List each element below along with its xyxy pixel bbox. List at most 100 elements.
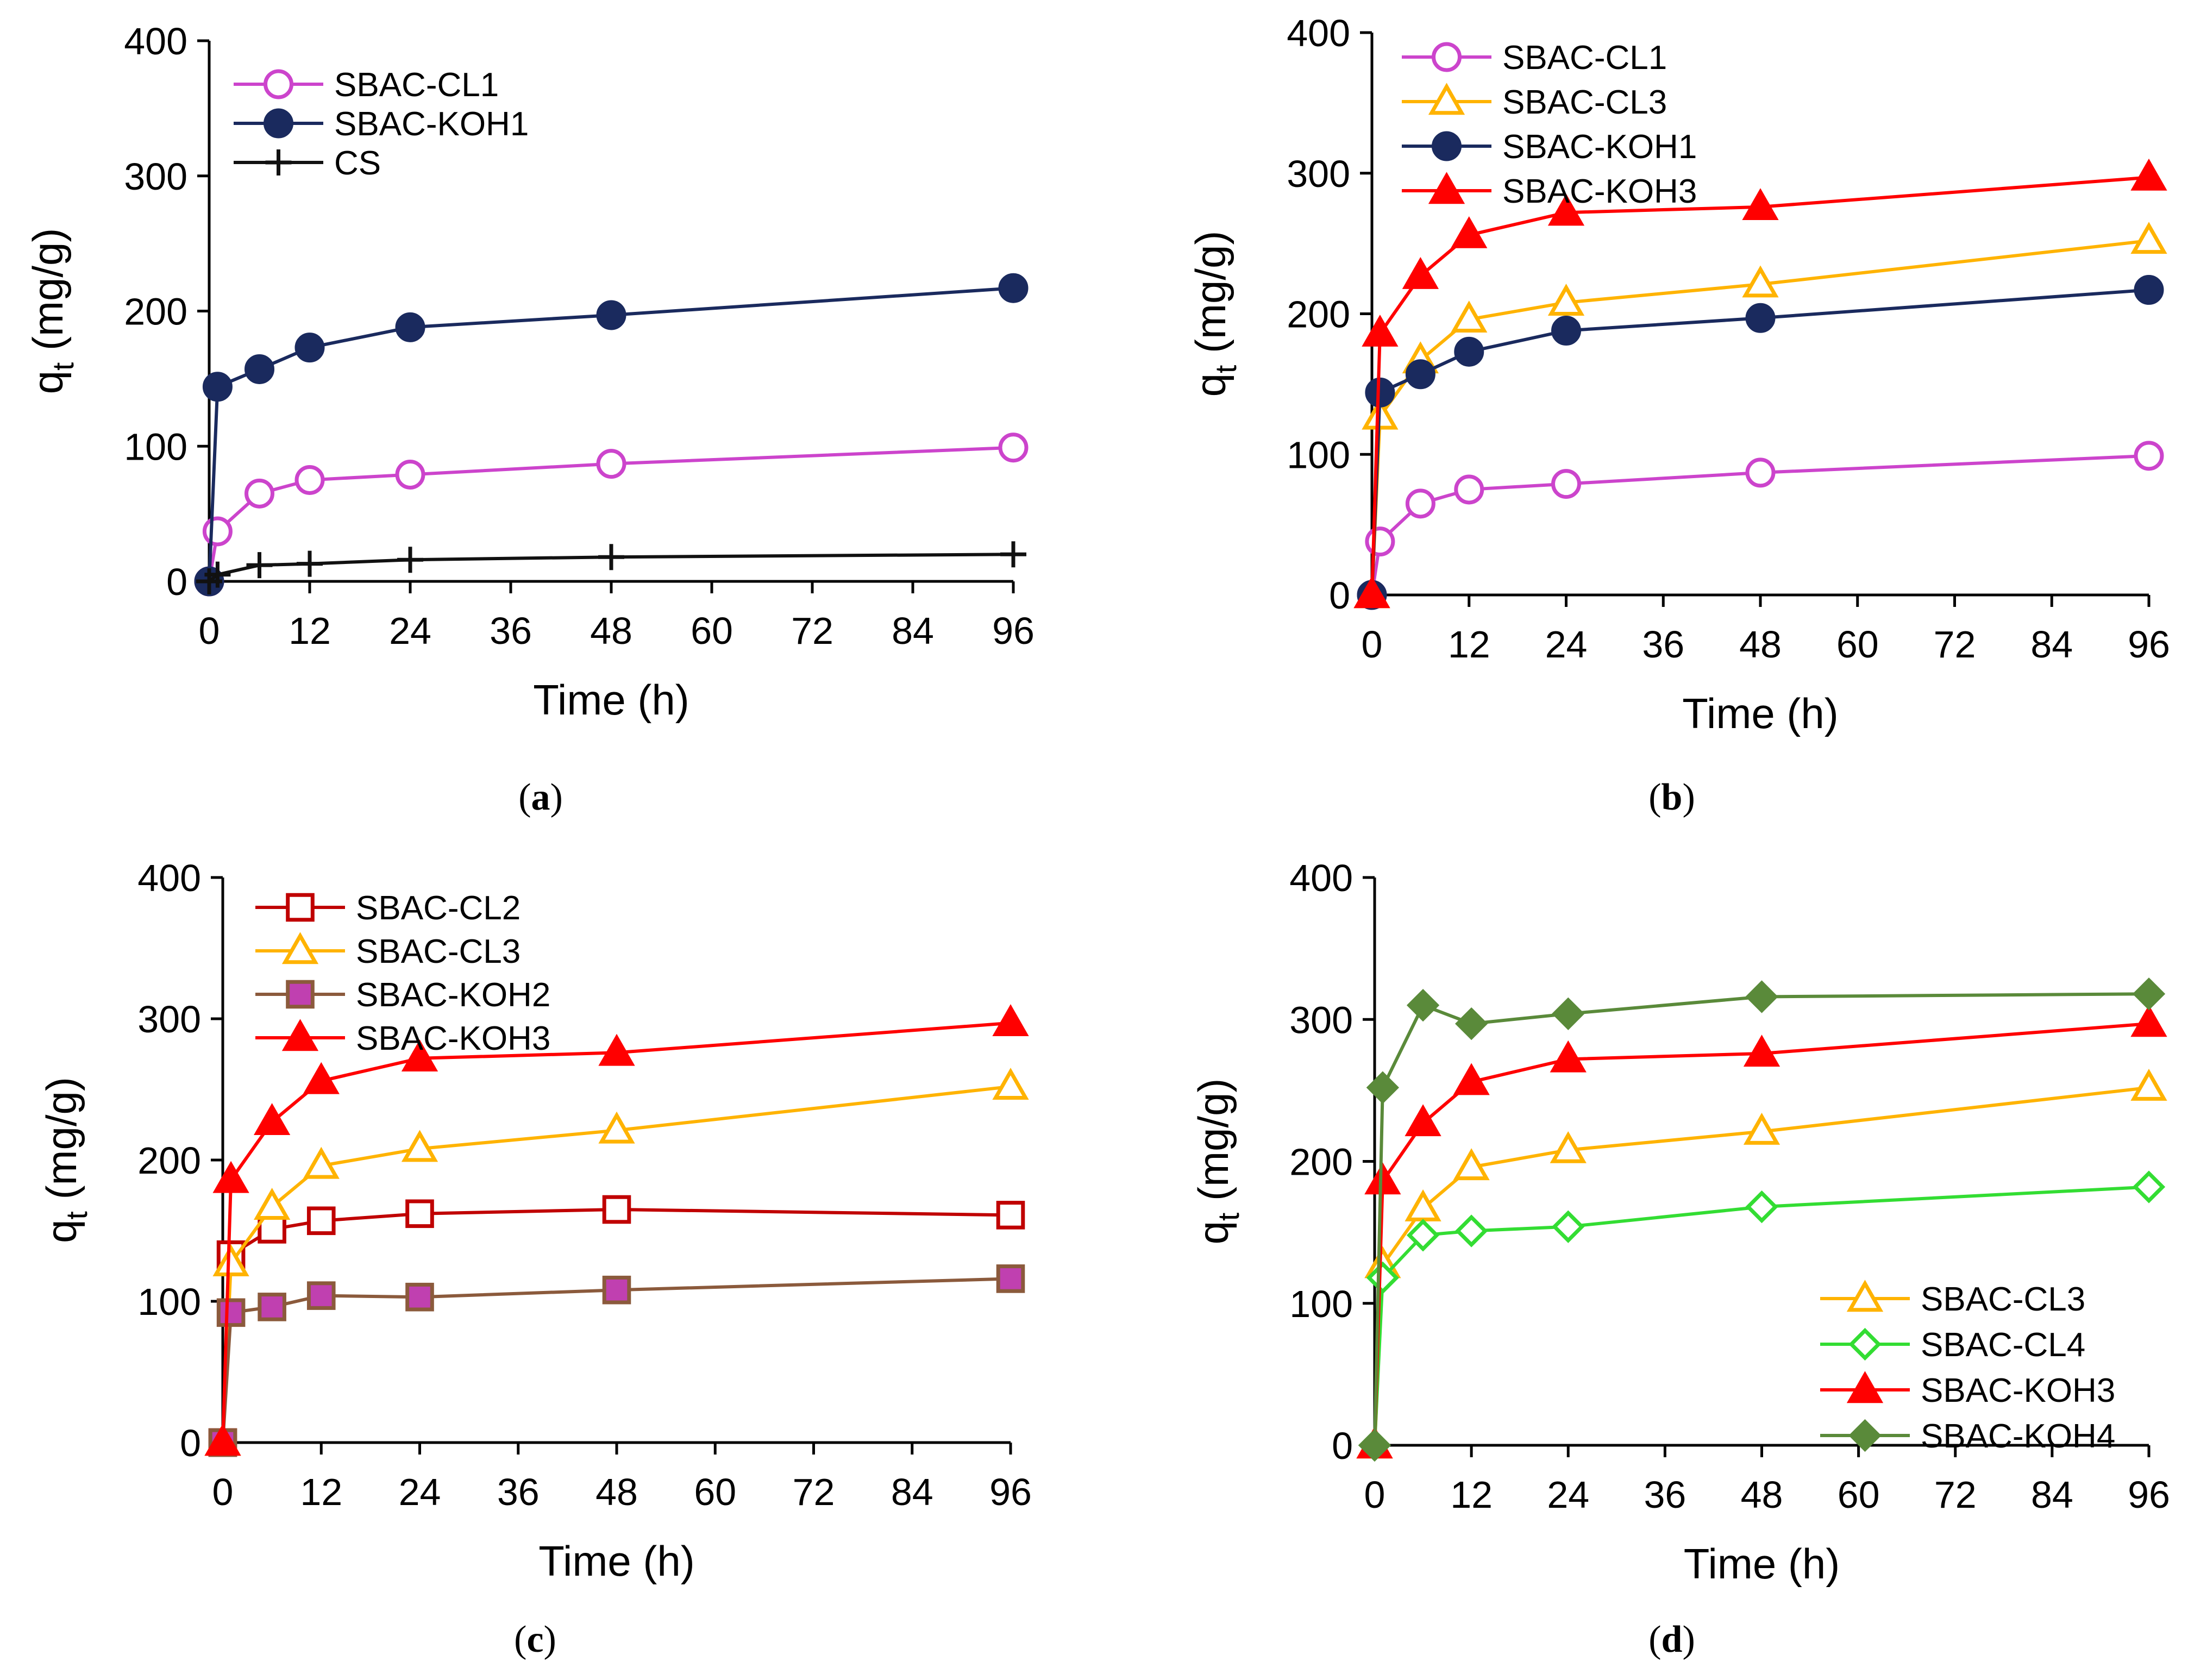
x-tick-label: 24 — [1547, 1474, 1589, 1516]
x-tick-label: 24 — [1545, 623, 1588, 666]
data-point-sbac-koh2-2 — [258, 1293, 286, 1321]
legend-entry: SBAC-KOH3 — [356, 1020, 550, 1057]
legend-marker-sbac-koh3 — [1846, 1371, 1884, 1403]
data-point-sbac-koh3-2 — [1402, 256, 1439, 289]
data-point-sbac-cl4-4 — [1552, 1210, 1585, 1243]
data-point-sbac-koh3-3 — [303, 1062, 340, 1094]
legend-entry: SBAC-CL4 — [1921, 1326, 2085, 1364]
data-point-sbac-cl3-3 — [1451, 300, 1488, 333]
data-point-sbac-cl1-6 — [998, 432, 1029, 463]
x-tick-label: 0 — [1364, 1474, 1385, 1516]
data-point-sbac-cl1-5 — [1745, 457, 1776, 488]
data-point-sbac-koh3-1 — [212, 1161, 249, 1193]
legend-marker-sbac-cl1 — [1432, 42, 1462, 72]
series-sbac-koh3 — [204, 1004, 1029, 1456]
panel-label-close-paren: ) — [550, 776, 563, 818]
data-point-sbac-cl3-3 — [1453, 1148, 1490, 1181]
data-point-sbac-koh3-6 — [2130, 1005, 2167, 1037]
data-point-sbac-cl2-3 — [306, 1206, 336, 1236]
x-tick-label: 48 — [595, 1471, 638, 1513]
data-point-sbac-koh3-2 — [253, 1103, 291, 1135]
y-tick-label: 400 — [1287, 12, 1350, 54]
data-point-sbac-cl2-6 — [996, 1201, 1025, 1230]
data-point-sbac-cl4-3 — [1455, 1214, 1488, 1248]
chart-panel-a: 0 100 200 300 400 0 12 24 36 48 60 72 84 96 Time (h) qt… — [24, 20, 1035, 818]
data-point-sbac-koh1-2 — [244, 354, 274, 384]
data-point-sbac-cl3-5 — [1742, 265, 1779, 298]
y-axis-title-unit: (mg/g) — [37, 1077, 85, 1211]
data-point-sbac-koh4-3 — [1455, 1007, 1488, 1040]
x-axis-title: Time (h) — [533, 676, 689, 724]
x-tick-label: 48 — [1739, 623, 1782, 666]
data-point-sbac-cl3-4 — [1547, 284, 1585, 316]
panel-label-open-paren: ( — [1648, 776, 1661, 818]
data-point-cs-3 — [297, 550, 323, 577]
y-axis-title-subscript: t — [46, 362, 80, 371]
data-point-cs-6 — [1000, 541, 1026, 568]
data-point-sbac-cl4-6 — [2132, 1170, 2166, 1203]
y-tick-label: 0 — [1329, 574, 1350, 617]
data-point-sbac-koh3-6 — [2130, 158, 2167, 191]
legend-marker-sbac-koh3 — [1428, 172, 1465, 204]
panel-label: (d) — [1648, 1619, 1695, 1660]
series-sbac-koh3 — [1353, 158, 2167, 609]
x-tick-label: 84 — [2031, 1474, 2073, 1516]
legend: SBAC-CL3 SBAC-CL4 SBAC-KOH3 SBAC-KOH4 — [1820, 1280, 2115, 1455]
data-point-sbac-koh1-3 — [1454, 336, 1484, 367]
data-point-sbac-cl1-1 — [202, 516, 233, 547]
data-point-sbac-cl1-4 — [1551, 469, 1581, 499]
x-tick-label: 0 — [199, 610, 220, 652]
x-axis-title: Time (h) — [1682, 689, 1838, 737]
legend: SBAC-CL2 SBAC-CL3 SBAC-KOH2 SBAC-KOH3 — [255, 889, 550, 1057]
y-axis-title-unit: (mg/g) — [24, 228, 72, 362]
x-tick-label: 84 — [891, 1471, 933, 1513]
series-sbac-cl3 — [204, 1068, 1029, 1456]
y-axis-title-q: q — [1187, 373, 1234, 397]
x-tick-label: 84 — [2030, 623, 2073, 666]
data-point-sbac-cl1-4 — [395, 459, 425, 490]
data-point-sbac-koh2-3 — [306, 1281, 336, 1310]
x-tick-label: 84 — [892, 610, 934, 652]
panel-label: (a) — [518, 776, 563, 818]
y-axis-title-subscript: t — [1212, 1213, 1245, 1221]
panel-label-close-paren: ) — [544, 1619, 556, 1660]
x-tick-label: 72 — [1934, 623, 1976, 666]
legend-marker-sbac-koh2 — [286, 980, 315, 1009]
y-tick-label: 100 — [124, 425, 187, 468]
legend-marker-sbac-cl3 — [1428, 83, 1465, 115]
data-point-sbac-koh3-2 — [1405, 1104, 1441, 1137]
y-tick-label: 0 — [166, 561, 187, 603]
data-point-sbac-koh1-2 — [1405, 359, 1435, 390]
legend-marker-sbac-koh1 — [1432, 131, 1462, 161]
data-point-sbac-koh3-1 — [1362, 315, 1399, 347]
panel-label-open-paren: ( — [518, 776, 531, 818]
x-tick-label: 12 — [1450, 1474, 1493, 1516]
data-point-sbac-koh2-4 — [405, 1282, 434, 1312]
data-point-sbac-cl1-2 — [244, 478, 274, 509]
data-point-sbac-koh3-5 — [1743, 1035, 1781, 1067]
data-point-cs-4 — [397, 547, 423, 573]
y-tick-label: 200 — [1289, 1141, 1353, 1183]
series-sbac-koh4 — [1358, 977, 2166, 1462]
data-point-sbac-koh2-1 — [216, 1298, 246, 1327]
legend-entry: SBAC-KOH3 — [1502, 173, 1697, 210]
data-point-sbac-koh3-0 — [204, 1424, 241, 1456]
legend-entry: SBAC-KOH2 — [356, 976, 550, 1014]
data-point-sbac-koh3-3 — [1451, 216, 1488, 248]
legend-entry: SBAC-CL3 — [1921, 1281, 2085, 1318]
chart-panel-b: 0 100 200 300 400 0 12 24 36 48 60 72 84 96 Time (h) qt… — [1187, 12, 2170, 818]
series-sbac-koh1 — [1357, 275, 2164, 610]
data-point-sbac-cl2-5 — [602, 1195, 631, 1224]
x-tick-label: 12 — [289, 610, 331, 652]
data-point-sbac-cl3-4 — [1550, 1131, 1587, 1163]
data-point-sbac-koh1-4 — [1551, 316, 1581, 346]
y-axis-title: qt (mg/g) — [1189, 1079, 1245, 1245]
panel-label: (c) — [514, 1619, 556, 1660]
data-point-sbac-koh4-5 — [1745, 980, 1778, 1013]
data-point-sbac-koh1-1 — [202, 372, 233, 402]
x-tick-label: 96 — [989, 1471, 1032, 1513]
data-point-sbac-cl3-6 — [2130, 222, 2167, 254]
y-tick-label: 400 — [1289, 857, 1353, 899]
data-point-sbac-cl3-1 — [212, 1244, 249, 1276]
